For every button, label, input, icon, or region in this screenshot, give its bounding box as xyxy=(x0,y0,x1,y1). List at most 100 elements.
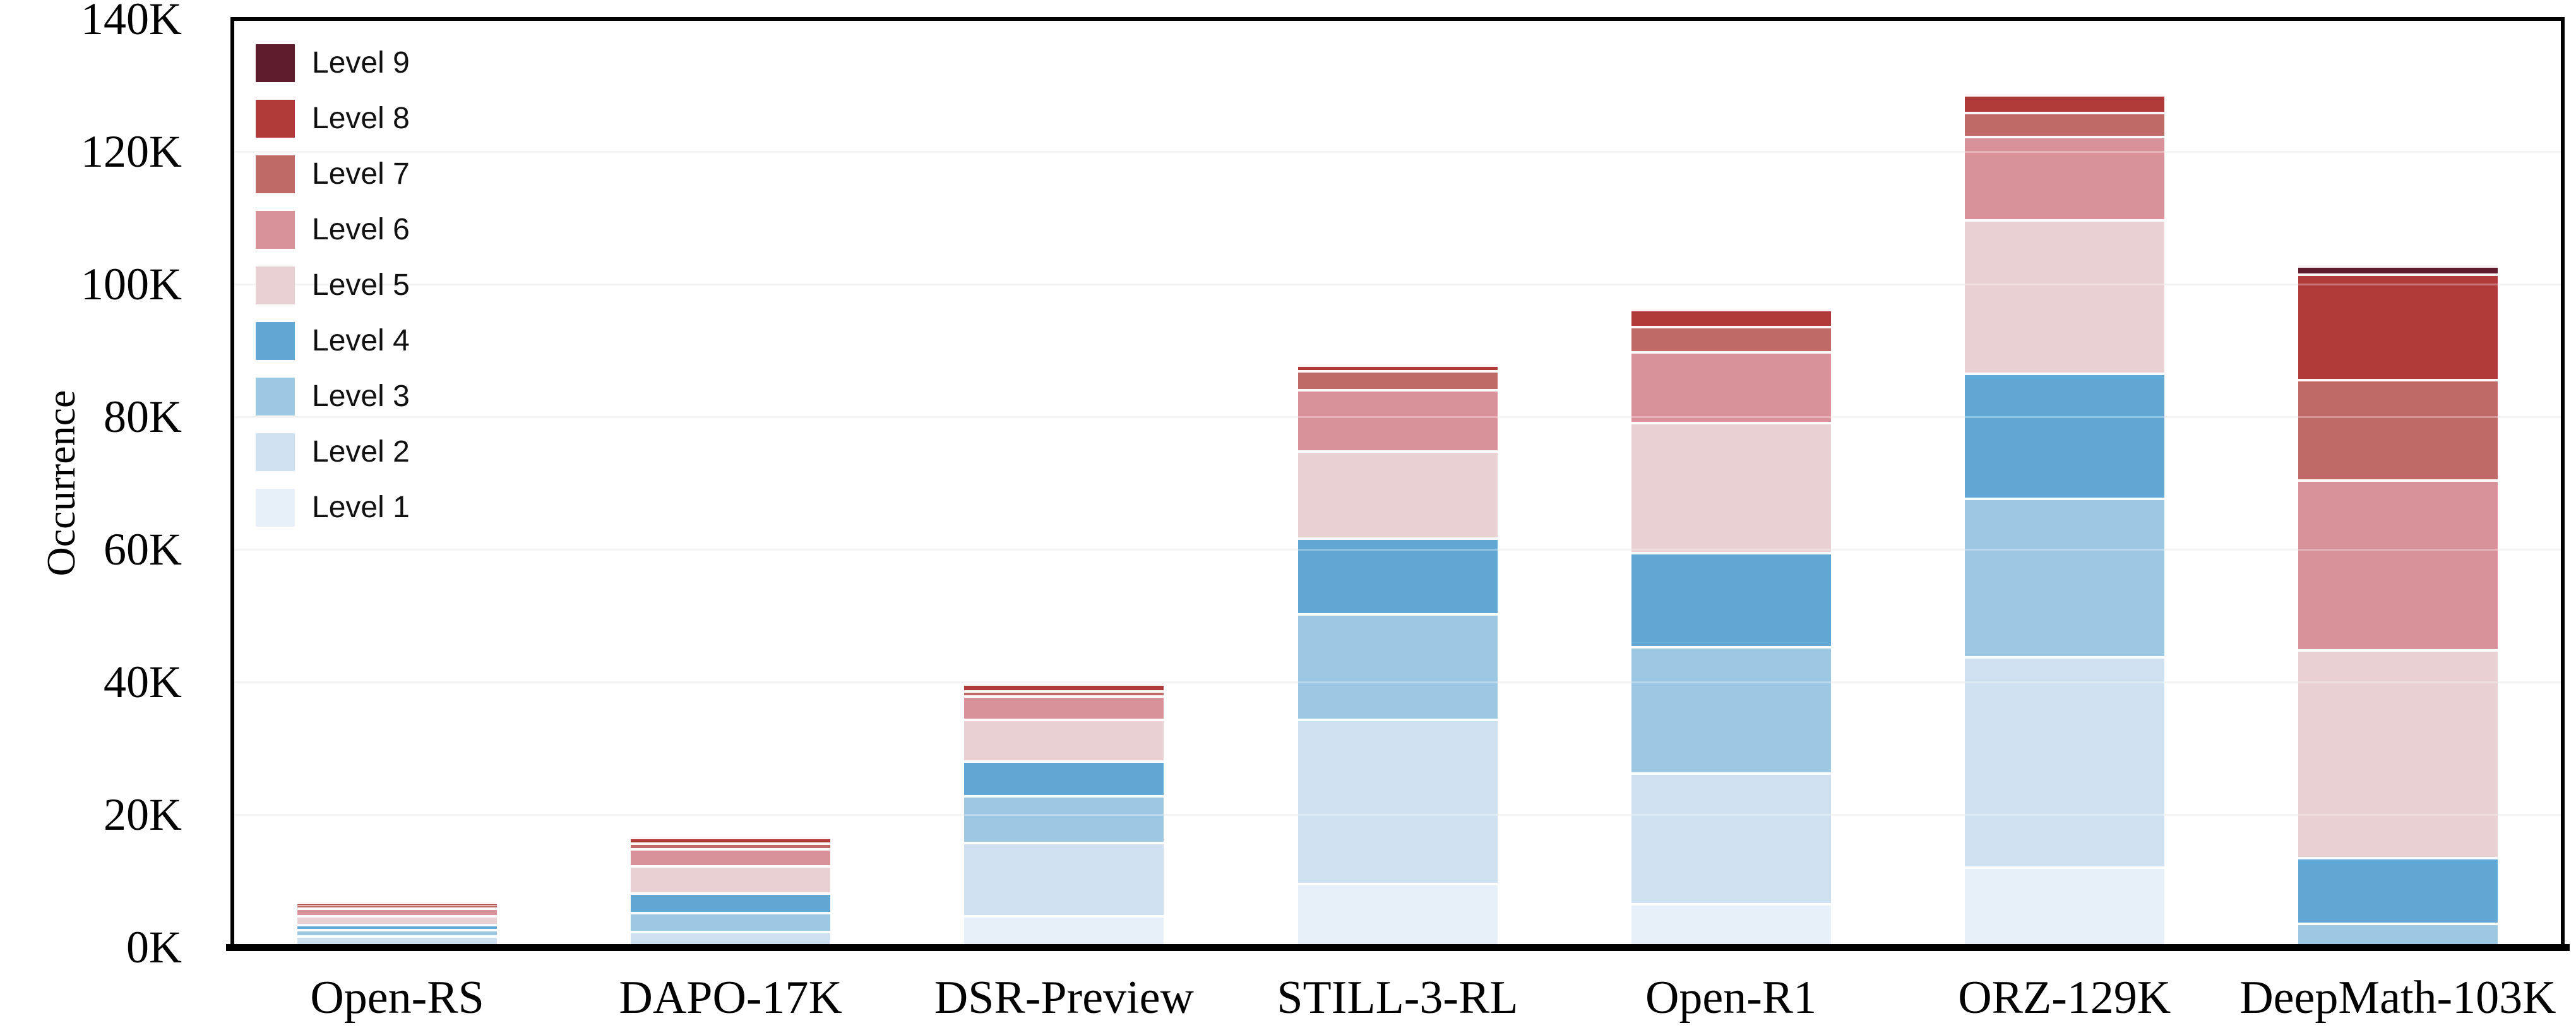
legend: Level 9 Level 8 Level 7 Level 6 Level 5 Level… xyxy=(256,44,410,544)
legend-label: Level 5 xyxy=(312,268,410,302)
gridline-overlay xyxy=(234,681,2561,683)
legend-swatch xyxy=(256,266,295,304)
bar-segment-level-7 xyxy=(1964,112,2164,136)
y-axis-title: Occurrence xyxy=(39,390,83,577)
legend-label: Level 3 xyxy=(312,380,410,413)
x-category-label-DeepMath-103K: DeepMath-103K xyxy=(2239,972,2556,1024)
legend-swatch xyxy=(256,322,295,360)
bar-segment-level-8 xyxy=(2298,273,2498,380)
legend-item-level-7: Level 7 xyxy=(256,155,410,193)
bar-Open-R1 xyxy=(1631,308,1831,947)
legend-item-level-6: Level 6 xyxy=(256,211,410,249)
bar-segment-level-8 xyxy=(1631,308,1831,326)
bar-segment-level-1 xyxy=(1964,866,2164,947)
y-tick-label: 100K xyxy=(81,259,182,309)
x-category-label-Open-R1: Open-R1 xyxy=(1645,972,1817,1024)
legend-item-level-3: Level 3 xyxy=(256,378,410,416)
y-axis-spine xyxy=(230,17,234,949)
bar-segment-level-6 xyxy=(1631,351,1831,422)
bar-segment-level-7 xyxy=(1297,369,1498,389)
bar-segment-level-2 xyxy=(297,935,498,944)
gridline-overlay xyxy=(234,548,2561,551)
x-category-label-ORZ-129K: ORZ-129K xyxy=(1958,972,2171,1024)
gridline-overlay xyxy=(234,283,2561,285)
bar-segment-level-3 xyxy=(297,928,498,936)
bar-segment-level-6 xyxy=(1297,388,1498,450)
y-tick-label: 40K xyxy=(104,657,182,707)
bar-segment-level-8 xyxy=(297,901,498,906)
bar-segment-level-5 xyxy=(1297,450,1498,538)
legend-label: Level 1 xyxy=(312,491,410,524)
bar-segment-level-7 xyxy=(2298,379,2498,479)
bar-segment-level-2 xyxy=(631,930,831,946)
legend-swatch xyxy=(256,211,295,249)
bar-segment-level-8 xyxy=(1297,364,1498,370)
bar-segment-level-3 xyxy=(1964,498,2164,657)
bar-segment-level-4 xyxy=(2298,857,2498,923)
legend-item-level-4: Level 4 xyxy=(256,322,410,360)
bar-segment-level-4 xyxy=(1964,372,2164,498)
x-category-label-DAPO-17K: DAPO-17K xyxy=(619,972,842,1024)
bar-segment-level-4 xyxy=(297,924,498,929)
bar-segment-level-3 xyxy=(1297,613,1498,719)
legend-label: Level 4 xyxy=(312,324,410,357)
bar-segment-level-5 xyxy=(2298,649,2498,858)
bar-segment-level-2 xyxy=(964,842,1164,915)
bar-segment-level-4 xyxy=(964,760,1164,795)
legend-label: Level 6 xyxy=(312,213,410,246)
right-spine xyxy=(2561,17,2565,949)
bar-segment-level-4 xyxy=(631,892,831,912)
bar-segment-level-2 xyxy=(1297,718,1498,883)
bar-segment-level-3 xyxy=(1631,646,1831,772)
bar-segment-level-7 xyxy=(297,905,498,908)
x-category-label-DSR-Preview: DSR-Preview xyxy=(934,972,1194,1024)
legend-item-level-8: Level 8 xyxy=(256,100,410,138)
bar-segment-level-7 xyxy=(964,690,1164,696)
y-tick-label: 80K xyxy=(104,392,182,442)
legend-swatch xyxy=(256,433,295,471)
bar-segment-level-1 xyxy=(964,914,1164,947)
bar-segment-level-1 xyxy=(1631,902,1831,947)
bar-segment-level-3 xyxy=(964,794,1164,842)
legend-swatch xyxy=(256,489,295,527)
y-tick-label: 0K xyxy=(126,922,182,972)
bar-segment-level-5 xyxy=(1964,219,2164,373)
bar-segment-level-6 xyxy=(631,847,831,865)
y-tick-label: 20K xyxy=(104,789,182,840)
legend-item-level-1: Level 1 xyxy=(256,489,410,527)
legend-swatch xyxy=(256,155,295,193)
bar-segment-level-8 xyxy=(1964,93,2164,112)
bar-segment-level-8 xyxy=(964,683,1164,690)
bar-segment-level-2 xyxy=(1631,772,1831,903)
gridline xyxy=(234,150,2561,153)
gridline-overlay xyxy=(234,416,2561,418)
legend-label: Level 9 xyxy=(312,46,410,80)
legend-label: Level 2 xyxy=(312,435,410,469)
bar-segment-level-3 xyxy=(631,912,831,931)
y-tick-label: 120K xyxy=(81,126,182,177)
bar-DSR-Preview xyxy=(964,683,1164,947)
legend-label: Level 7 xyxy=(312,157,410,191)
gridline xyxy=(234,283,2561,285)
bar-segment-level-8 xyxy=(631,836,831,843)
bar-segment-level-9 xyxy=(2298,265,2498,274)
bar-DAPO-17K xyxy=(631,836,831,947)
legend-swatch xyxy=(256,378,295,416)
bar-STILL-3-RL xyxy=(1297,364,1498,947)
bar-DeepMath-103K xyxy=(2298,265,2498,947)
legend-item-level-9: Level 9 xyxy=(256,44,410,82)
bar-segment-level-5 xyxy=(1631,422,1831,553)
bar-segment-level-5 xyxy=(297,914,498,924)
top-spine xyxy=(230,17,2565,21)
y-tick-label: 60K xyxy=(104,524,182,575)
legend-label: Level 8 xyxy=(312,102,410,135)
bar-Open-RS xyxy=(297,901,498,947)
bar-segment-level-4 xyxy=(1631,552,1831,647)
bar-segment-level-1 xyxy=(1297,883,1498,947)
legend-item-level-2: Level 2 xyxy=(256,433,410,471)
legend-item-level-5: Level 5 xyxy=(256,266,410,304)
bar-segment-level-5 xyxy=(964,718,1164,760)
gridline-overlay xyxy=(234,813,2561,816)
bar-segment-level-4 xyxy=(1297,537,1498,613)
